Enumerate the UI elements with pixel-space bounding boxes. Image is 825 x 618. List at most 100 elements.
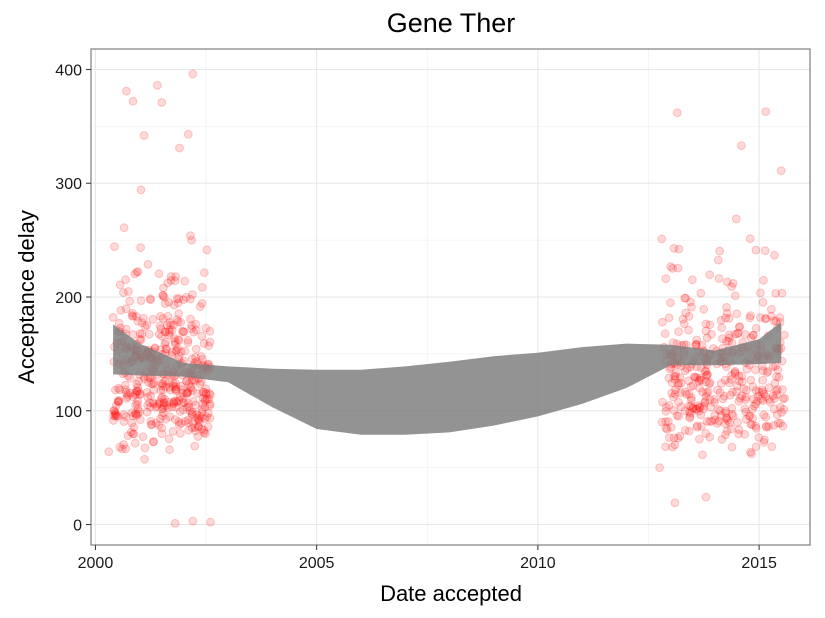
data-point bbox=[732, 329, 742, 339]
data-point bbox=[158, 291, 168, 300]
data-point bbox=[721, 430, 730, 440]
data-point bbox=[700, 396, 710, 406]
data-point bbox=[158, 385, 168, 395]
data-point bbox=[658, 317, 667, 327]
data-point bbox=[676, 402, 686, 412]
data-point bbox=[700, 398, 710, 408]
data-point bbox=[716, 411, 726, 421]
data-point bbox=[658, 397, 667, 407]
data-point bbox=[768, 391, 778, 401]
data-point bbox=[179, 295, 188, 305]
data-point bbox=[735, 393, 745, 403]
data-point bbox=[170, 519, 180, 528]
data-point bbox=[751, 386, 761, 395]
data-point bbox=[159, 398, 169, 408]
data-point bbox=[165, 325, 174, 335]
data-point bbox=[748, 330, 758, 340]
data-point bbox=[168, 379, 178, 389]
data-point bbox=[161, 414, 171, 424]
data-point bbox=[735, 322, 744, 332]
data-point bbox=[731, 214, 741, 224]
data-point bbox=[135, 334, 145, 344]
data-point bbox=[168, 381, 178, 391]
data-point bbox=[195, 411, 205, 421]
data-point bbox=[157, 423, 167, 433]
data-point bbox=[174, 294, 184, 304]
data-point bbox=[746, 447, 755, 457]
data-point bbox=[669, 433, 679, 443]
data-point bbox=[125, 296, 135, 306]
data-point bbox=[776, 166, 786, 176]
data-point bbox=[160, 339, 170, 349]
chart-title: Gene Ther bbox=[387, 8, 516, 38]
data-point bbox=[173, 343, 183, 353]
data-point bbox=[761, 422, 771, 432]
data-point bbox=[117, 444, 127, 454]
data-point bbox=[134, 376, 144, 386]
data-point bbox=[776, 402, 785, 412]
data-point bbox=[668, 442, 677, 452]
data-point bbox=[158, 403, 168, 413]
data-point bbox=[200, 395, 210, 404]
data-point bbox=[145, 398, 155, 408]
data-point bbox=[157, 98, 167, 107]
data-point bbox=[111, 410, 120, 420]
data-point bbox=[174, 420, 184, 430]
data-point bbox=[769, 316, 779, 326]
data-point bbox=[194, 421, 204, 431]
data-point bbox=[705, 417, 714, 427]
data-point bbox=[129, 429, 139, 439]
data-point bbox=[161, 337, 171, 347]
data-point bbox=[746, 375, 756, 385]
data-point bbox=[716, 406, 725, 416]
data-point bbox=[727, 403, 737, 413]
data-point bbox=[694, 406, 703, 416]
data-point bbox=[171, 396, 180, 406]
data-point bbox=[177, 326, 187, 336]
data-point bbox=[159, 292, 169, 302]
data-point bbox=[119, 288, 128, 298]
data-point bbox=[754, 387, 764, 397]
data-point bbox=[775, 313, 785, 323]
data-point bbox=[187, 410, 197, 420]
data-point bbox=[199, 268, 209, 278]
data-point bbox=[757, 385, 767, 395]
data-point bbox=[170, 339, 180, 349]
data-point bbox=[688, 381, 698, 391]
data-point bbox=[109, 411, 118, 421]
data-point bbox=[203, 422, 213, 432]
data-point bbox=[115, 385, 125, 395]
data-point bbox=[188, 386, 198, 395]
data-point bbox=[675, 431, 685, 441]
data-point bbox=[698, 387, 707, 397]
data-point bbox=[730, 368, 740, 377]
data-point bbox=[201, 388, 211, 398]
data-point bbox=[205, 399, 215, 409]
data-point bbox=[737, 371, 747, 381]
data-point bbox=[699, 304, 709, 314]
data-point bbox=[666, 423, 676, 432]
data-point bbox=[735, 322, 744, 332]
data-point bbox=[670, 498, 680, 508]
data-point bbox=[148, 315, 158, 324]
data-point bbox=[171, 384, 180, 394]
data-point bbox=[727, 370, 736, 380]
data-point bbox=[131, 390, 141, 400]
data-point bbox=[165, 412, 175, 422]
data-point bbox=[108, 313, 118, 322]
data-point bbox=[765, 397, 775, 407]
data-point bbox=[770, 378, 780, 388]
data-point bbox=[721, 313, 730, 323]
data-point bbox=[776, 418, 785, 428]
data-point bbox=[760, 246, 770, 256]
data-point bbox=[181, 292, 191, 302]
data-point bbox=[674, 244, 684, 254]
data-point bbox=[691, 404, 701, 414]
data-point bbox=[170, 276, 180, 286]
data-point bbox=[138, 432, 148, 442]
data-point bbox=[191, 400, 201, 410]
data-point bbox=[178, 394, 187, 404]
data-point bbox=[684, 312, 694, 321]
data-point bbox=[737, 391, 746, 401]
data-point bbox=[748, 404, 757, 414]
